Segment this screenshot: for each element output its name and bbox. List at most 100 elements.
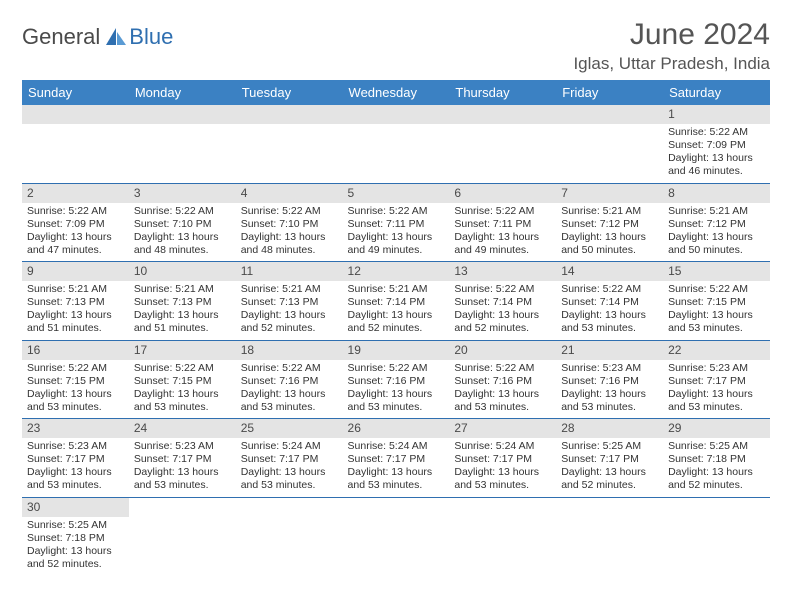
day-details: Sunrise: 5:24 AMSunset: 7:17 PMDaylight:…: [236, 438, 343, 497]
day-cell: 5Sunrise: 5:22 AMSunset: 7:11 PMDaylight…: [343, 183, 450, 262]
day-line-sr: Sunrise: 5:22 AM: [27, 362, 124, 375]
day-line-ss: Sunset: 7:17 PM: [348, 453, 445, 466]
title-block: June 2024 Iglas, Uttar Pradesh, India: [573, 18, 770, 74]
day-cell: 27Sunrise: 5:24 AMSunset: 7:17 PMDayligh…: [449, 419, 556, 498]
day-number: 8: [663, 184, 770, 203]
day-line-ss: Sunset: 7:17 PM: [454, 453, 551, 466]
day-header: Monday: [129, 80, 236, 105]
day-line-sr: Sunrise: 5:22 AM: [454, 362, 551, 375]
day-header-row: SundayMondayTuesdayWednesdayThursdayFrid…: [22, 80, 770, 105]
day-details: Sunrise: 5:22 AMSunset: 7:14 PMDaylight:…: [556, 281, 663, 340]
header: General Blue June 2024 Iglas, Uttar Prad…: [22, 18, 770, 74]
day-cell: 10Sunrise: 5:21 AMSunset: 7:13 PMDayligh…: [129, 262, 236, 341]
day-line-dl: Daylight: 13 hours and 53 minutes.: [241, 466, 338, 492]
day-number: 26: [343, 419, 450, 438]
day-line-sr: Sunrise: 5:21 AM: [561, 205, 658, 218]
day-details: Sunrise: 5:22 AMSunset: 7:10 PMDaylight:…: [236, 203, 343, 262]
day-cell: 19Sunrise: 5:22 AMSunset: 7:16 PMDayligh…: [343, 340, 450, 419]
day-cell: 7Sunrise: 5:21 AMSunset: 7:12 PMDaylight…: [556, 183, 663, 262]
day-cell: 2Sunrise: 5:22 AMSunset: 7:09 PMDaylight…: [22, 183, 129, 262]
day-details: Sunrise: 5:22 AMSunset: 7:16 PMDaylight:…: [449, 360, 556, 419]
day-details: Sunrise: 5:23 AMSunset: 7:16 PMDaylight:…: [556, 360, 663, 419]
day-number: 20: [449, 341, 556, 360]
day-line-ss: Sunset: 7:17 PM: [241, 453, 338, 466]
day-cell: 28Sunrise: 5:25 AMSunset: 7:17 PMDayligh…: [556, 419, 663, 498]
day-line-sr: Sunrise: 5:21 AM: [668, 205, 765, 218]
day-line-ss: Sunset: 7:15 PM: [134, 375, 231, 388]
day-cell: 1Sunrise: 5:22 AMSunset: 7:09 PMDaylight…: [663, 105, 770, 183]
day-cell: 14Sunrise: 5:22 AMSunset: 7:14 PMDayligh…: [556, 262, 663, 341]
day-cell: 4Sunrise: 5:22 AMSunset: 7:10 PMDaylight…: [236, 183, 343, 262]
day-cell: [343, 497, 450, 575]
day-number: 27: [449, 419, 556, 438]
day-line-sr: Sunrise: 5:22 AM: [668, 126, 765, 139]
day-line-ss: Sunset: 7:14 PM: [454, 296, 551, 309]
day-line-dl: Daylight: 13 hours and 53 minutes.: [668, 388, 765, 414]
day-details: Sunrise: 5:22 AMSunset: 7:11 PMDaylight:…: [449, 203, 556, 262]
day-line-ss: Sunset: 7:15 PM: [668, 296, 765, 309]
day-header: Thursday: [449, 80, 556, 105]
day-cell: [129, 497, 236, 575]
day-cell: 11Sunrise: 5:21 AMSunset: 7:13 PMDayligh…: [236, 262, 343, 341]
day-line-sr: Sunrise: 5:22 AM: [668, 283, 765, 296]
day-line-sr: Sunrise: 5:21 AM: [241, 283, 338, 296]
day-details: Sunrise: 5:22 AMSunset: 7:15 PMDaylight:…: [129, 360, 236, 419]
day-line-dl: Daylight: 13 hours and 53 minutes.: [454, 466, 551, 492]
day-details: Sunrise: 5:22 AMSunset: 7:09 PMDaylight:…: [663, 124, 770, 183]
day-cell: 15Sunrise: 5:22 AMSunset: 7:15 PMDayligh…: [663, 262, 770, 341]
week-row: 16Sunrise: 5:22 AMSunset: 7:15 PMDayligh…: [22, 340, 770, 419]
day-header: Sunday: [22, 80, 129, 105]
day-cell: 12Sunrise: 5:21 AMSunset: 7:14 PMDayligh…: [343, 262, 450, 341]
day-details: Sunrise: 5:23 AMSunset: 7:17 PMDaylight:…: [663, 360, 770, 419]
day-details: Sunrise: 5:22 AMSunset: 7:09 PMDaylight:…: [22, 203, 129, 262]
day-line-dl: Daylight: 13 hours and 51 minutes.: [134, 309, 231, 335]
day-cell: [236, 497, 343, 575]
day-details: Sunrise: 5:25 AMSunset: 7:18 PMDaylight:…: [22, 517, 129, 576]
day-cell: [449, 105, 556, 183]
day-line-ss: Sunset: 7:13 PM: [241, 296, 338, 309]
day-line-dl: Daylight: 13 hours and 52 minutes.: [561, 466, 658, 492]
day-line-ss: Sunset: 7:14 PM: [348, 296, 445, 309]
day-line-dl: Daylight: 13 hours and 48 minutes.: [241, 231, 338, 257]
day-cell: 6Sunrise: 5:22 AMSunset: 7:11 PMDaylight…: [449, 183, 556, 262]
day-details: Sunrise: 5:21 AMSunset: 7:14 PMDaylight:…: [343, 281, 450, 340]
day-number: 24: [129, 419, 236, 438]
day-cell: [556, 105, 663, 183]
day-line-ss: Sunset: 7:14 PM: [561, 296, 658, 309]
day-cell: 21Sunrise: 5:23 AMSunset: 7:16 PMDayligh…: [556, 340, 663, 419]
day-line-dl: Daylight: 13 hours and 53 minutes.: [561, 388, 658, 414]
day-line-ss: Sunset: 7:16 PM: [561, 375, 658, 388]
day-line-sr: Sunrise: 5:22 AM: [27, 205, 124, 218]
day-line-sr: Sunrise: 5:22 AM: [348, 362, 445, 375]
day-line-dl: Daylight: 13 hours and 53 minutes.: [454, 388, 551, 414]
day-header: Tuesday: [236, 80, 343, 105]
day-line-sr: Sunrise: 5:23 AM: [27, 440, 124, 453]
day-line-dl: Daylight: 13 hours and 52 minutes.: [668, 466, 765, 492]
day-cell: 16Sunrise: 5:22 AMSunset: 7:15 PMDayligh…: [22, 340, 129, 419]
day-line-sr: Sunrise: 5:24 AM: [348, 440, 445, 453]
day-cell: 20Sunrise: 5:22 AMSunset: 7:16 PMDayligh…: [449, 340, 556, 419]
day-line-sr: Sunrise: 5:25 AM: [27, 519, 124, 532]
empty-day-strip: [129, 105, 236, 124]
day-cell: [236, 105, 343, 183]
day-line-dl: Daylight: 13 hours and 50 minutes.: [668, 231, 765, 257]
day-line-ss: Sunset: 7:13 PM: [134, 296, 231, 309]
day-line-dl: Daylight: 13 hours and 52 minutes.: [27, 545, 124, 571]
empty-day-strip: [343, 105, 450, 124]
day-number: 2: [22, 184, 129, 203]
day-details: Sunrise: 5:24 AMSunset: 7:17 PMDaylight:…: [343, 438, 450, 497]
day-number: 23: [22, 419, 129, 438]
day-line-sr: Sunrise: 5:22 AM: [348, 205, 445, 218]
day-number: 28: [556, 419, 663, 438]
day-line-sr: Sunrise: 5:24 AM: [241, 440, 338, 453]
day-line-sr: Sunrise: 5:21 AM: [27, 283, 124, 296]
day-line-ss: Sunset: 7:11 PM: [454, 218, 551, 231]
day-details: Sunrise: 5:22 AMSunset: 7:15 PMDaylight:…: [22, 360, 129, 419]
day-number: 10: [129, 262, 236, 281]
day-line-dl: Daylight: 13 hours and 53 minutes.: [348, 466, 445, 492]
day-cell: 23Sunrise: 5:23 AMSunset: 7:17 PMDayligh…: [22, 419, 129, 498]
day-line-ss: Sunset: 7:17 PM: [27, 453, 124, 466]
day-cell: [343, 105, 450, 183]
day-cell: 26Sunrise: 5:24 AMSunset: 7:17 PMDayligh…: [343, 419, 450, 498]
empty-day-strip: [22, 105, 129, 124]
